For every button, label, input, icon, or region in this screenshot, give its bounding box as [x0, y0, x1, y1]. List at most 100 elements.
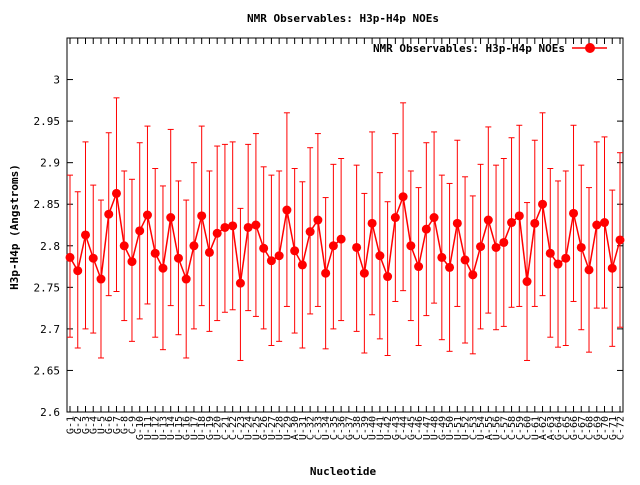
series-line-segment [487, 219, 497, 248]
series-line-segment [146, 214, 156, 254]
data-point [545, 248, 555, 258]
data-point [538, 199, 548, 209]
x-tick-label: A-63 [546, 416, 557, 440]
data-point [321, 268, 331, 278]
x-tick-label: G-69 [592, 416, 603, 440]
data-point [421, 224, 431, 234]
y-tick-label: 2.95 [34, 115, 61, 128]
data-point [607, 263, 617, 273]
y-tick-label: 2.6 [40, 406, 60, 419]
x-tick-label: U-29 [282, 416, 293, 440]
data-point [297, 260, 307, 270]
x-tick-label: C-65 [561, 416, 572, 440]
x-tick-label: G-16 [182, 416, 193, 440]
data-point [111, 188, 121, 198]
x-tick-label: U-11 [143, 416, 154, 440]
data-point [251, 220, 261, 230]
series-line-segment [239, 227, 249, 284]
x-tick-label: G-19 [205, 416, 216, 440]
legend-label: NMR Observables: H3p-H4p NOEs [373, 42, 565, 55]
x-tick-label: C-59 [515, 416, 526, 440]
series-line-segment [363, 223, 373, 274]
x-tick-label: U-40 [368, 416, 379, 440]
data-point [553, 259, 563, 269]
x-tick-label: U-48 [430, 416, 441, 440]
x-tick-label: U-24 [244, 416, 255, 440]
x-tick-label: A-62 [538, 416, 549, 440]
data-point [173, 253, 183, 263]
x-tick-label: C-44 [399, 416, 410, 440]
data-point [592, 220, 602, 230]
series-line-segment [162, 217, 172, 269]
x-tick-label: U-54 [476, 416, 487, 440]
y-tick-label: 2.9 [40, 157, 60, 170]
series-line-segment [317, 219, 327, 274]
x-tick-label: U-41 [375, 416, 386, 440]
x-tick-label: G-1 [66, 416, 77, 434]
data-point [243, 222, 253, 232]
x-tick-label: C-72 [616, 416, 627, 440]
series-line-segment [572, 213, 582, 248]
data-point [88, 253, 98, 263]
y-tick-label: 3 [53, 74, 60, 87]
data-point [390, 213, 400, 223]
data-point [476, 242, 486, 252]
series-line-segment [472, 246, 482, 276]
series-layer [65, 97, 625, 361]
x-axis-label: Nucleotide [310, 465, 377, 478]
data-point [158, 263, 168, 273]
series-line-segment [193, 215, 203, 246]
data-point [414, 262, 424, 272]
x-tick-label: U-17 [189, 416, 200, 440]
series-line-segment [324, 245, 335, 274]
series-line-segment [588, 224, 598, 271]
data-point [468, 270, 478, 280]
series-line-segment [77, 234, 87, 271]
x-tick-label: U-13 [158, 416, 169, 440]
y-tick-label: 2.7 [40, 323, 60, 336]
data-point [228, 221, 238, 231]
x-tick-label: G-45 [406, 416, 417, 440]
data-point [359, 268, 369, 278]
legend-marker [585, 43, 595, 53]
series-line-segment [185, 245, 195, 280]
x-tick-label: U-34 [321, 416, 332, 440]
x-tick-label: G-37 [344, 416, 355, 440]
data-point [499, 237, 509, 247]
series-line-segment [565, 213, 575, 259]
series-line-segment [611, 239, 621, 269]
x-tick-label: C-39 [360, 416, 371, 440]
series-line-segment [541, 204, 552, 254]
x-tick-label: C-70 [600, 416, 611, 440]
series-line-segment [402, 196, 412, 246]
data-point [96, 274, 106, 284]
series-line-segment [518, 215, 528, 282]
data-point [305, 227, 315, 237]
data-point [65, 252, 75, 262]
data-point [507, 218, 517, 228]
x-tick-label: C-35 [329, 416, 340, 440]
data-point [313, 215, 323, 225]
data-point [119, 241, 129, 251]
data-point [491, 242, 501, 252]
y-tick-label: 2.8 [40, 240, 60, 253]
x-tick-label: C-22 [228, 416, 239, 440]
series-line-segment [603, 222, 613, 269]
data-point [204, 247, 214, 257]
data-point [282, 205, 292, 215]
x-tick-label: U-28 [275, 416, 286, 440]
x-tick-label: G-3 [81, 416, 92, 434]
x-tick-label: G-2 [73, 416, 84, 434]
series-line-segment [479, 219, 490, 247]
data-point [514, 211, 524, 221]
x-tick-label: U-5 [96, 416, 107, 434]
series-line-segment [100, 214, 110, 280]
data-point [189, 241, 199, 251]
data-point [142, 210, 152, 220]
data-point [274, 251, 284, 261]
x-tick-label: G-49 [437, 416, 448, 440]
data-point [615, 235, 625, 245]
x-tick-label: U-42 [383, 416, 394, 440]
plot-frame [66, 37, 624, 413]
x-tick-label: U-18 [197, 416, 208, 440]
